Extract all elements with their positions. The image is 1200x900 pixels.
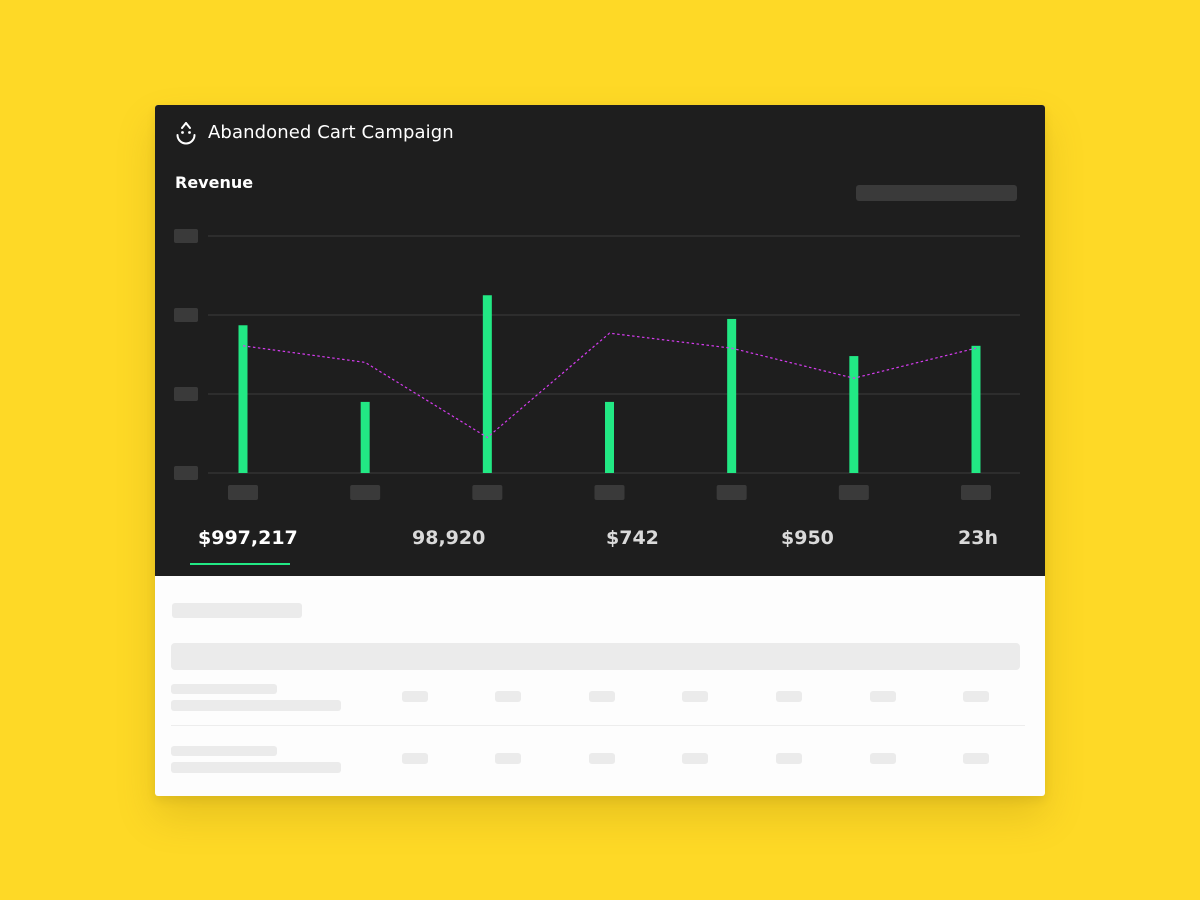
x-tick-label-placeholder [228,485,258,500]
y-tick-label-placeholder [174,308,198,322]
table-header-placeholder [171,643,1020,670]
trend-line [242,332,977,439]
x-tick-label-placeholder [716,485,747,500]
drop-smile-icon [176,122,196,145]
bar [360,401,370,473]
x-tick-label-placeholder [594,485,625,500]
metric-tab-average-order[interactable]: $742 [606,527,659,549]
revenue-panel: Abandoned Cart Campaign Revenue $997,217… [155,105,1045,576]
cell-placeholder [495,753,521,764]
active-tab-indicator [190,563,290,565]
row-subtitle-placeholder [171,762,341,773]
row-subtitle-placeholder [171,700,341,711]
cell-placeholder [402,753,428,764]
cell-placeholder [682,753,708,764]
cell-placeholder [776,753,802,764]
row-title-placeholder [171,684,277,694]
x-tick-label-placeholder [472,485,503,500]
cell-placeholder [870,691,896,702]
campaign-card: Abandoned Cart Campaign Revenue $997,217… [155,105,1045,796]
cell-placeholder [682,691,708,702]
y-tick-label-placeholder [174,387,198,401]
x-tick-label-placeholder [961,485,991,500]
metric-tab-revenue-per-recipient[interactable]: $950 [781,527,834,549]
bar [971,345,981,473]
x-tick-label-placeholder [838,485,869,500]
cell-placeholder [963,753,989,764]
cell-placeholder [776,691,802,702]
bar [238,325,248,473]
y-tick-label-placeholder [174,466,198,480]
metric-tab-recipients[interactable]: 98,920 [412,527,486,549]
row-title-placeholder [171,746,277,756]
cell-placeholder [589,691,615,702]
revenue-chart [174,229,1020,500]
cell-placeholder [402,691,428,702]
bar [727,318,737,473]
bar [849,356,859,473]
chart-label: Revenue [175,173,254,192]
metric-tab-revenue[interactable]: $997,217 [198,527,298,549]
bar [482,295,492,473]
date-range-placeholder[interactable] [856,185,1017,201]
bar [605,401,614,473]
metrics-tabs: $997,217 98,920 $742 $950 23h [155,517,1045,576]
metric-tab-time[interactable]: 23h [958,527,998,549]
x-tick-label-placeholder [350,485,381,500]
section-heading-placeholder [172,603,302,618]
cell-placeholder [870,753,896,764]
cell-placeholder [495,691,521,702]
campaign-title: Abandoned Cart Campaign [208,122,454,143]
y-tick-label-placeholder [174,229,198,243]
row-divider [171,725,1025,726]
cell-placeholder [589,753,615,764]
cell-placeholder [963,691,989,702]
